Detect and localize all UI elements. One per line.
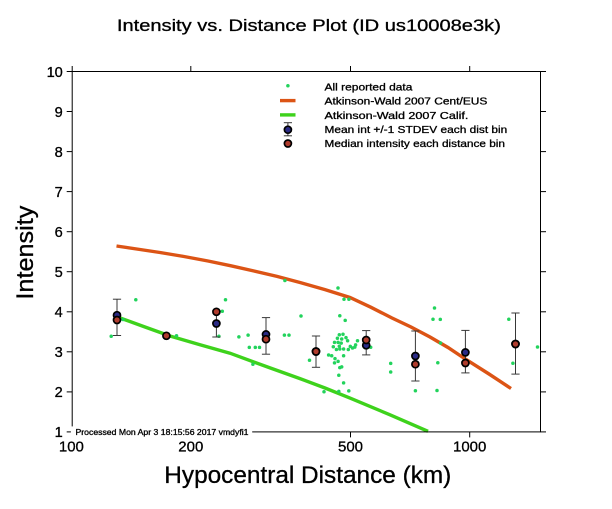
svg-text:All reported data: All reported data [325, 83, 413, 94]
svg-text:500: 500 [338, 439, 363, 456]
svg-text:5: 5 [55, 265, 63, 281]
svg-text:10: 10 [47, 65, 63, 81]
svg-text:7: 7 [55, 185, 63, 201]
svg-text:3: 3 [55, 345, 63, 361]
svg-text:6: 6 [55, 225, 63, 241]
svg-text:Hypocentral Distance (km): Hypocentral Distance (km) [164, 462, 451, 489]
svg-text:4: 4 [55, 305, 63, 321]
svg-text:200: 200 [178, 439, 203, 456]
svg-text:Processed Mon Apr 3 18:15:56: Processed Mon Apr 3 18:15:56 2017 vmdyfi… [76, 428, 249, 437]
svg-text:Intensity: Intensity [12, 206, 39, 300]
svg-text:8: 8 [55, 145, 63, 161]
svg-text:100: 100 [59, 439, 84, 456]
svg-text:Mean int +/-1 STDEV each dist: Mean int +/-1 STDEV each dist bin [325, 125, 508, 136]
svg-text:Atkinson-Wald 2007 Calif.: Atkinson-Wald 2007 Calif. [325, 111, 469, 122]
svg-text:2: 2 [55, 385, 63, 401]
svg-text:1000: 1000 [453, 439, 486, 456]
svg-text:Median intensity each distance: Median intensity each distance bin [325, 139, 506, 150]
svg-text:Intensity vs. Distance Plot (I: Intensity vs. Distance Plot (ID us10008e… [117, 17, 501, 35]
svg-text:9: 9 [55, 105, 63, 121]
svg-text:Atkinson-Wald 2007 Cent/EUS: Atkinson-Wald 2007 Cent/EUS [325, 97, 488, 108]
svg-text:1: 1 [55, 425, 63, 441]
